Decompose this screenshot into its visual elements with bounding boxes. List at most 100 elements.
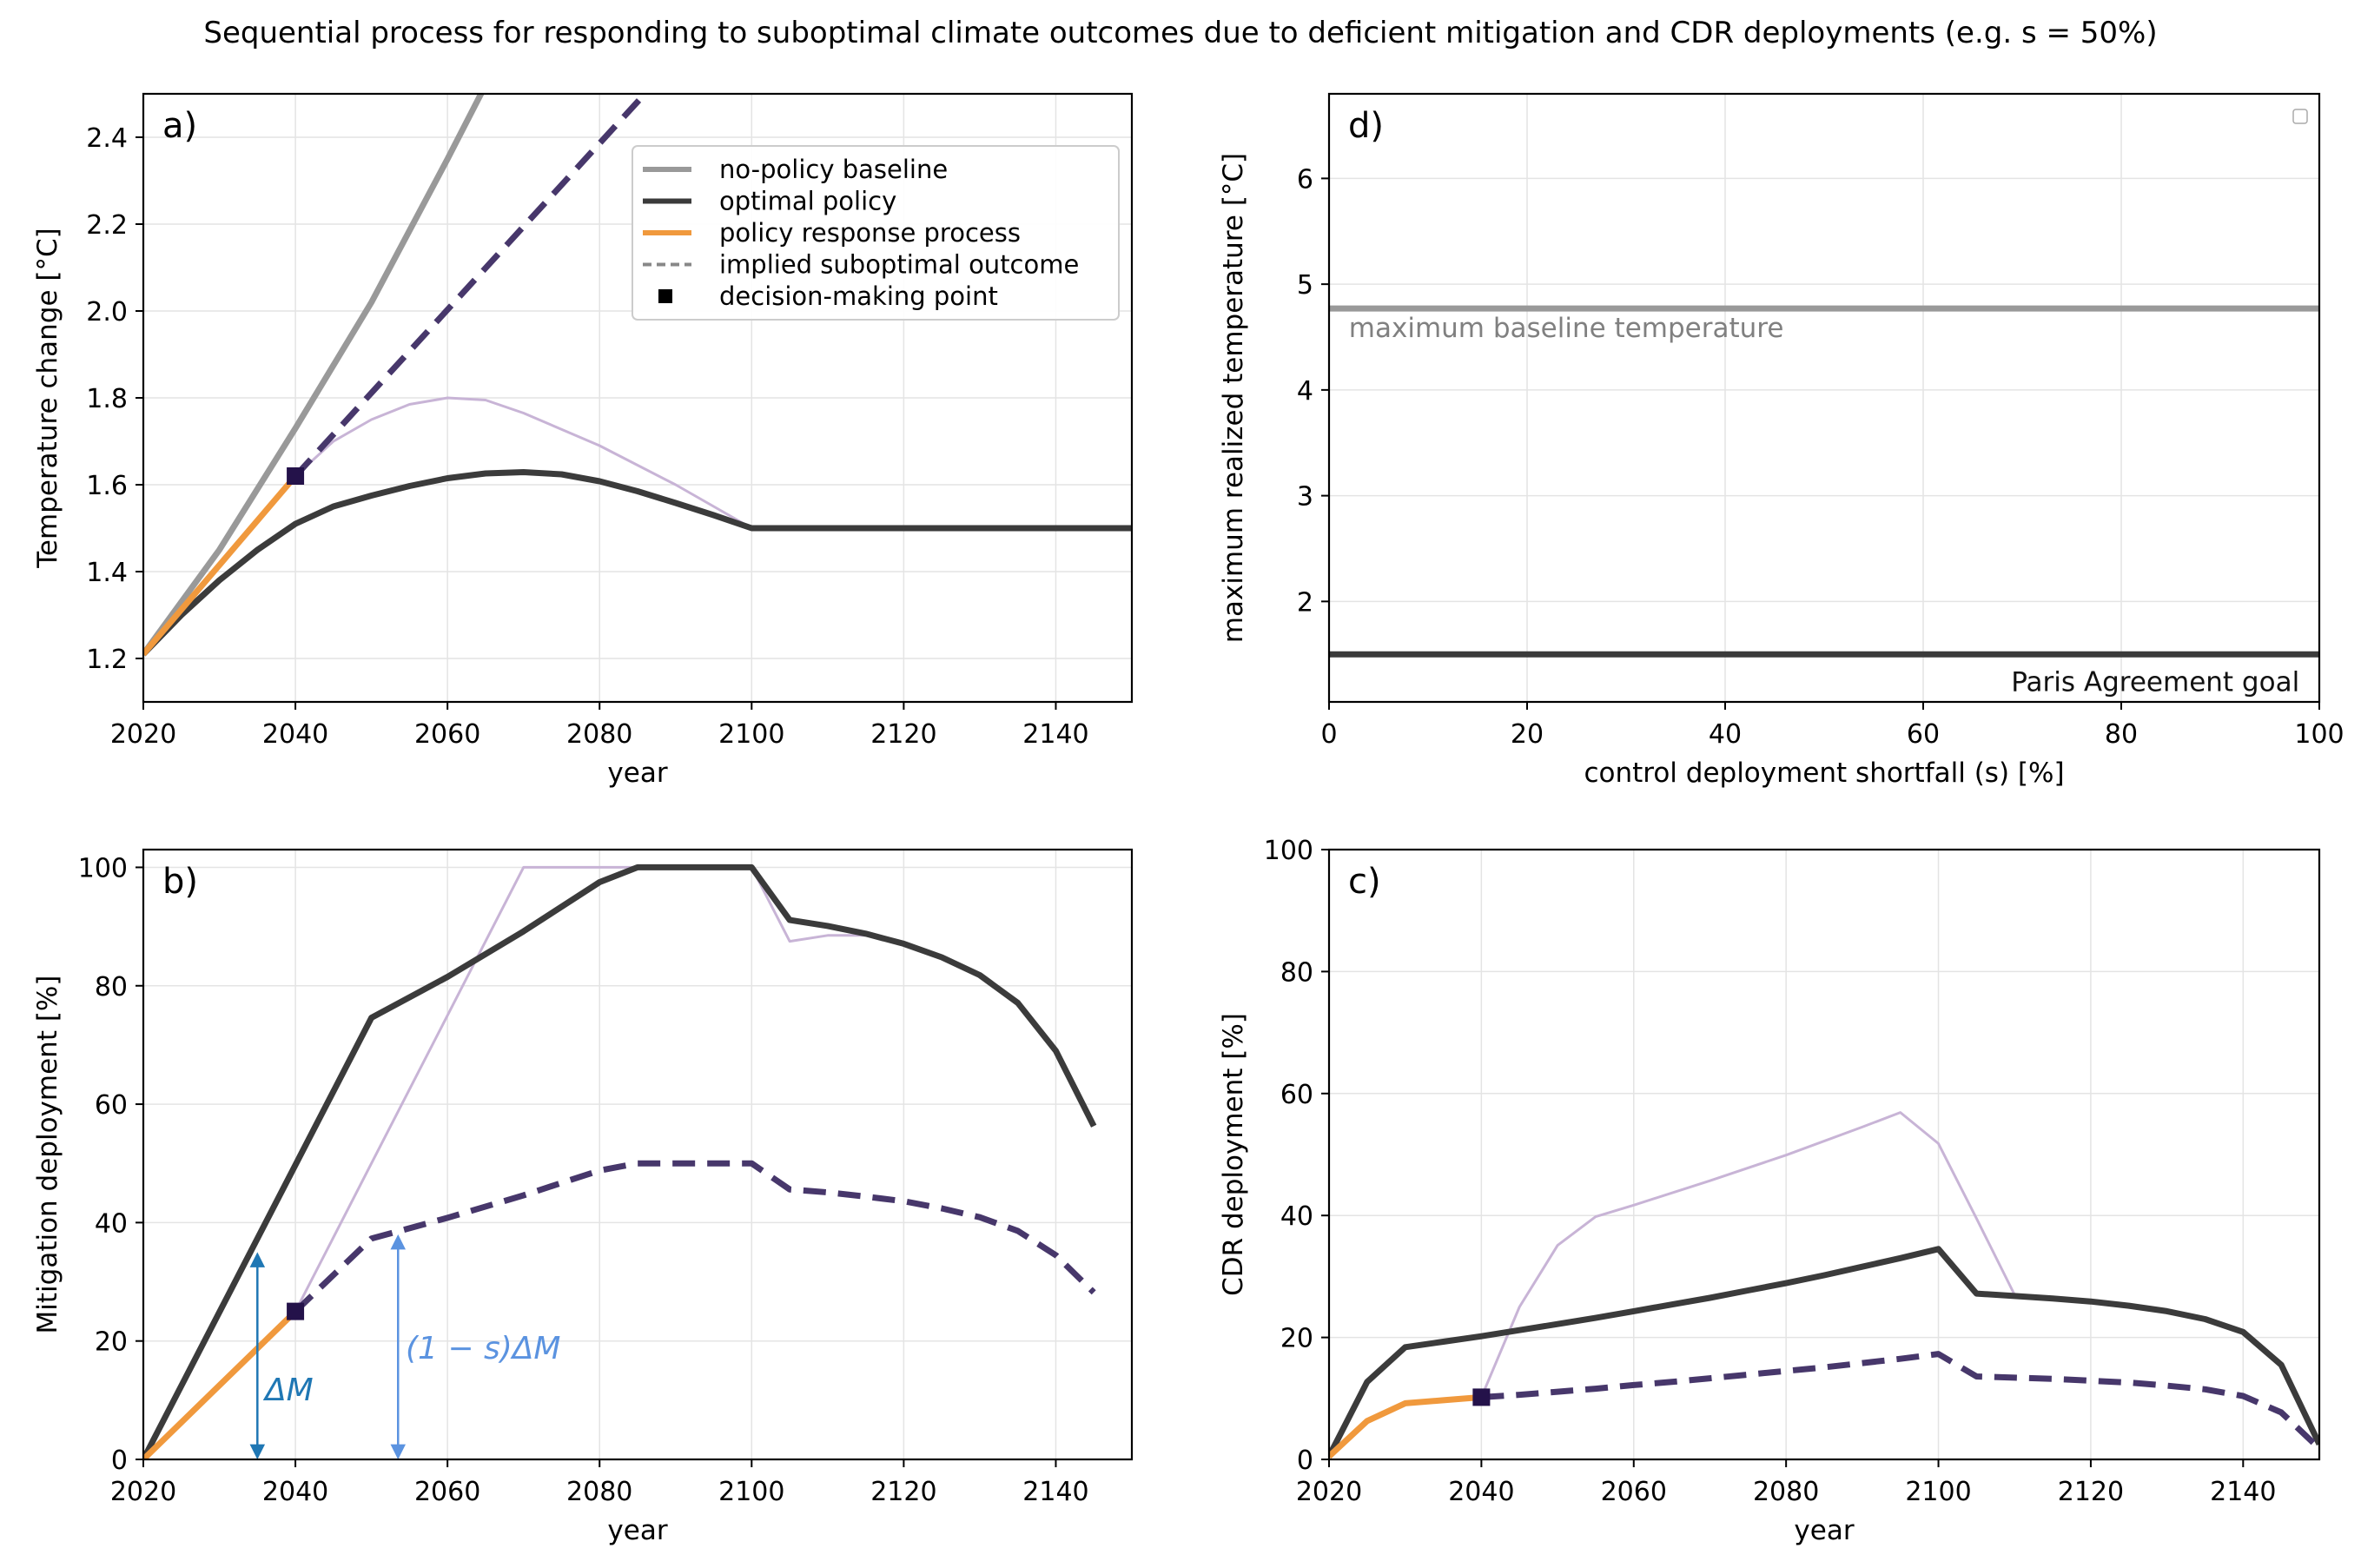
plot-area [1329,305,2319,658]
series-faint-line [1480,1111,2016,1398]
x-tick-label: 2080 [1753,1477,1819,1507]
y-tick-label: 2 [1297,587,1313,618]
y-tick-label: 60 [95,1090,128,1121]
y-tick-label: 5 [1297,270,1313,301]
y-axis-label: Temperature change [°C] [32,228,63,569]
series-response-line [143,473,298,657]
x-tick-label: 2120 [2058,1477,2124,1507]
series-optimal-line [1329,1246,2319,1459]
x-tick-label: 2040 [1448,1477,1514,1507]
y-tick-label: 40 [95,1208,128,1239]
x-tick-label: 2020 [110,719,176,750]
y-tick-label: 40 [1280,1201,1313,1232]
y-tick-label: 0 [111,1446,128,1476]
x-tick-label: 2060 [414,1477,480,1507]
x-axis-label: year [607,1515,667,1546]
y-tick-label: 6 [1297,164,1313,195]
series-faint-line [294,396,753,530]
series-suboptimal-line [1481,1351,2319,1451]
x-axis-label: control deployment shortfall (s) [%] [1584,758,2064,789]
x-axis-label: year [607,758,667,789]
y-axis-label: CDR deployment [%] [1218,1013,1249,1296]
plot-area [1329,1111,2319,1459]
x-tick-label: 2020 [1296,1477,1362,1507]
series-suboptimal-line [293,94,650,479]
y-tick-label: 2.0 [86,297,128,327]
y-axis-label: Mitigation deployment [%] [32,976,63,1334]
y-tick-label: 2.4 [86,123,128,154]
x-tick-label: 2080 [566,1477,632,1507]
figure-title: Sequential process for responding to sub… [203,16,2158,50]
decision-point-marker [1472,1388,1491,1406]
x-tick-label: 2140 [1022,719,1088,750]
gridlines [142,850,1132,1460]
series-optimal-line [143,469,1132,657]
y-tick-label: 1.2 [86,645,128,675]
y-tick-label: 1.8 [86,384,128,414]
legend-label: no-policy baseline [719,155,948,184]
x-tick-label: 2120 [870,719,936,750]
x-tick-label: 40 [1709,719,1742,750]
annotation-baseline-label: maximum baseline temperature [1349,313,1784,344]
x-tick-label: 2060 [414,719,480,750]
x-tick-label: 2100 [718,719,784,750]
x-tick-label: 20 [1511,719,1544,750]
y-tick-label: 100 [1264,836,1313,866]
panel-d-max-temperature-chart: maximum baseline temperature Paris Agreem… [1218,92,2344,789]
legend-box [632,145,1120,321]
y-tick-label: 60 [1280,1080,1313,1110]
plot-area [143,863,1097,1459]
gridlines [1328,849,2319,1460]
decision-point-marker [287,467,305,485]
y-tick-label: 20 [95,1327,128,1358]
x-tick-label: 100 [2294,719,2344,750]
series-faint-line [294,865,866,1313]
panel-c-cdr-chart: 2020 2040 2060 2080 2100 2120 2140020406080100… [1218,836,2321,1546]
x-tick-label: 2040 [262,719,328,750]
series-response-line [1329,1393,1482,1459]
x-tick-label: 0 [1320,719,1337,750]
legend-marker-swatch [658,289,672,303]
x-tick-label: 2100 [718,1477,784,1507]
legend-label: optimal policy [719,187,896,216]
series-suboptimal-line [293,1160,1096,1314]
panel-a-temperature-chart: 2020 2040 2060 2080 2100 2120 2140 1.2 1.4 1.6 1.8… [32,92,1134,789]
y-axis-label: maximum realized temperature [°C] [1218,153,1249,643]
panel-label: a) [162,106,197,146]
x-tick-label: 2060 [1601,1477,1667,1507]
axes-frame [1327,92,2321,704]
x-tick-label: 2140 [1022,1477,1088,1507]
y-tick-label: 20 [1280,1324,1313,1354]
y-tick-label: 3 [1297,482,1313,513]
annotation-paris-label: Paris Agreement goal [2011,667,2299,698]
y-tick-label: 100 [78,853,128,883]
annotation-arrow-label: ΔM [262,1373,314,1408]
x-tick-label: 2020 [110,1477,176,1507]
plot-area [143,94,1132,657]
x-tick-label: 2080 [566,719,632,750]
x-axis-label: year [1794,1515,1854,1546]
axes-frame [1327,848,2321,1461]
x-tick-label: 60 [1907,719,1940,750]
x-tick-label: 2040 [262,1477,328,1507]
x-tick-label: 2100 [1905,1477,1971,1507]
legend-label: policy response process [719,218,1021,248]
decision-point-marker [287,1302,305,1320]
panel-label: b) [162,862,198,902]
x-tick-label: 2140 [2210,1477,2276,1507]
series-optimal-line [143,863,1097,1459]
y-tick-label: 1.4 [86,558,128,588]
panel-label: c) [1348,862,1381,902]
x-tick-label: 80 [2105,719,2138,750]
panel-label: d) [1348,106,1384,146]
annotation-arrow-label: (1 − s)ΔM [406,1331,561,1366]
series-baseline-line [143,94,485,657]
y-tick-label: 2.2 [86,210,128,241]
x-tick-label: 2120 [870,1477,936,1507]
axes-frame [142,848,1134,1461]
empty-legend-box [2292,109,2308,124]
y-tick-label: 80 [1280,957,1313,988]
